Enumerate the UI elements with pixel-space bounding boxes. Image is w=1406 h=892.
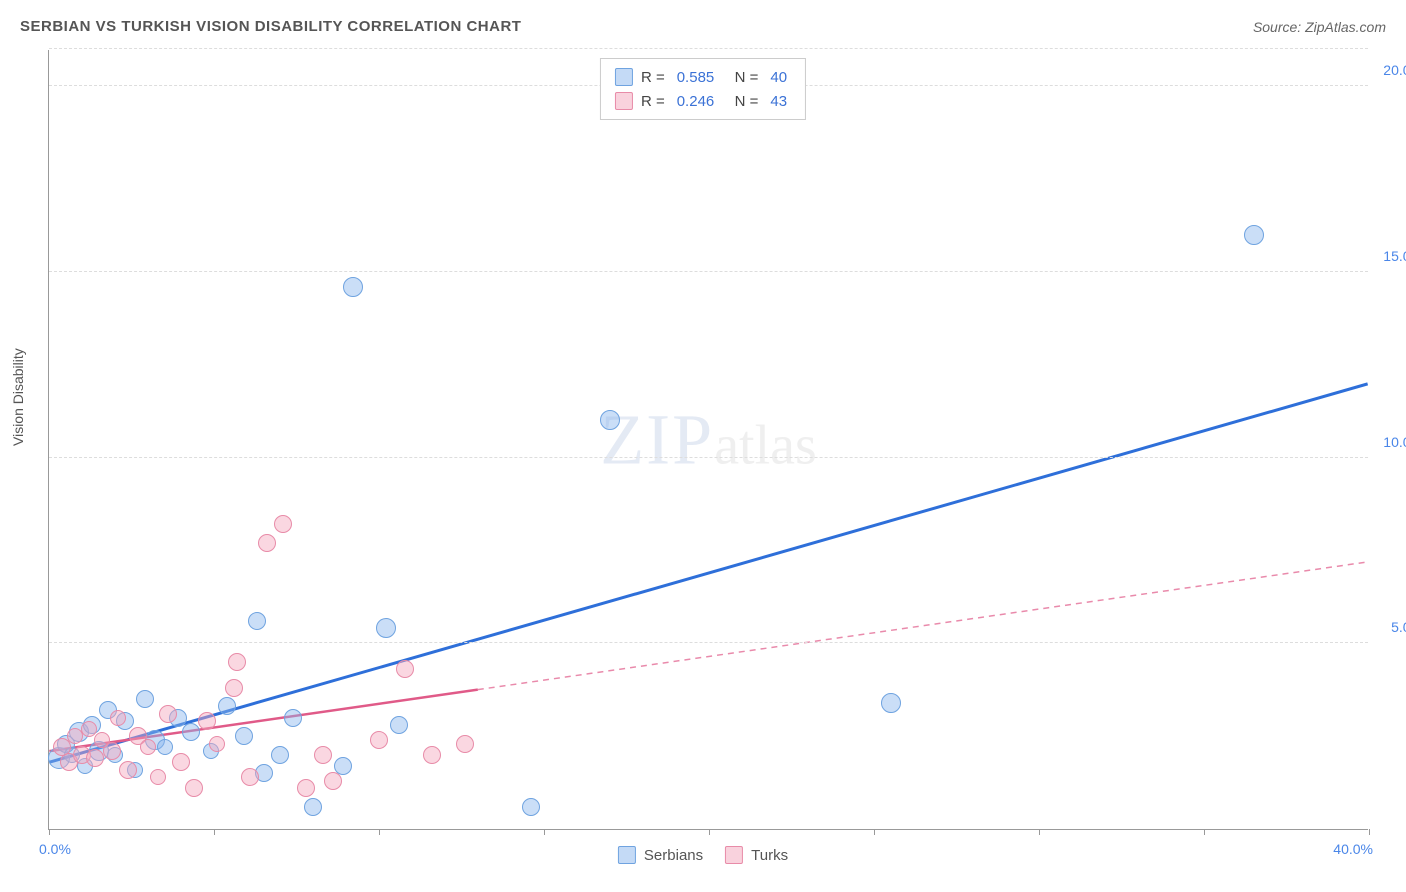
gridline-h <box>49 457 1368 458</box>
gridline-h <box>49 48 1368 49</box>
data-point <box>376 618 396 638</box>
data-point <box>396 660 414 678</box>
chart-title: SERBIAN VS TURKISH VISION DISABILITY COR… <box>20 18 521 35</box>
data-point <box>182 723 200 741</box>
x-tick <box>874 829 875 835</box>
data-point <box>370 731 388 749</box>
data-point <box>600 410 620 430</box>
trend-lines <box>49 50 1368 829</box>
x-tick <box>544 829 545 835</box>
legend-item: Serbians <box>618 846 703 864</box>
x-tick <box>1039 829 1040 835</box>
data-point <box>159 705 177 723</box>
y-tick-label: 10.0% <box>1383 434 1406 450</box>
data-point <box>86 749 104 767</box>
data-point <box>119 761 137 779</box>
x-tick <box>49 829 50 835</box>
data-point <box>172 753 190 771</box>
legend-label: Serbians <box>644 847 703 864</box>
x-tick <box>1369 829 1370 835</box>
y-tick-label: 5.0% <box>1391 619 1406 635</box>
legend-r-label: R = <box>641 93 665 110</box>
x-axis-max-label: 40.0% <box>1333 841 1373 857</box>
y-axis-title: Vision Disability <box>10 348 26 446</box>
data-point <box>209 736 225 752</box>
data-point <box>248 612 266 630</box>
data-point <box>218 697 236 715</box>
data-point <box>324 772 342 790</box>
data-point <box>522 798 540 816</box>
legend-item: Turks <box>725 846 788 864</box>
data-point <box>198 712 216 730</box>
legend-swatch <box>618 846 636 864</box>
data-point <box>157 739 173 755</box>
x-tick <box>379 829 380 835</box>
legend-n-label: N = <box>726 93 758 110</box>
legend-n-value: 40 <box>770 69 787 86</box>
data-point <box>228 653 246 671</box>
data-point <box>314 746 332 764</box>
legend-label: Turks <box>751 847 788 864</box>
data-point <box>423 746 441 764</box>
gridline-h <box>49 271 1368 272</box>
data-point <box>136 690 154 708</box>
correlation-legend: R = 0.585 N = 40 R = 0.246 N = 43 <box>600 58 806 120</box>
y-tick-label: 20.0% <box>1383 62 1406 78</box>
data-point <box>241 768 259 786</box>
watermark-atlas: atlas <box>714 414 817 476</box>
legend-r-label: R = <box>641 69 665 86</box>
data-point <box>297 779 315 797</box>
data-point <box>274 515 292 533</box>
data-point <box>271 746 289 764</box>
watermark-zip: ZIP <box>600 399 714 479</box>
data-point <box>390 716 408 734</box>
legend-r-value: 0.246 <box>677 93 715 110</box>
data-point <box>304 798 322 816</box>
data-point <box>150 769 166 785</box>
data-point <box>343 277 363 297</box>
legend-swatch <box>615 68 633 86</box>
legend-swatch <box>725 846 743 864</box>
watermark: ZIPatlas <box>600 398 817 481</box>
legend-n-label: N = <box>726 69 758 86</box>
series-legend: Serbians Turks <box>618 846 788 864</box>
x-axis-min-label: 0.0% <box>39 841 71 857</box>
data-point <box>81 721 97 737</box>
legend-row: R = 0.246 N = 43 <box>615 89 791 113</box>
legend-swatch <box>615 92 633 110</box>
data-point <box>284 709 302 727</box>
plot-area: ZIPatlas 0.0% 40.0% 5.0%10.0%15.0%20.0% <box>48 50 1368 830</box>
chart-header: SERBIAN VS TURKISH VISION DISABILITY COR… <box>20 18 1386 35</box>
legend-r-value: 0.585 <box>677 69 715 86</box>
data-point <box>1244 225 1264 245</box>
legend-n-value: 43 <box>770 93 787 110</box>
data-point <box>225 679 243 697</box>
legend-row: R = 0.585 N = 40 <box>615 65 791 89</box>
x-tick <box>709 829 710 835</box>
data-point <box>185 779 203 797</box>
gridline-h <box>49 642 1368 643</box>
data-point <box>235 727 253 745</box>
y-tick-label: 15.0% <box>1383 248 1406 264</box>
data-point <box>456 735 474 753</box>
x-tick <box>1204 829 1205 835</box>
data-point <box>110 710 126 726</box>
chart-source: Source: ZipAtlas.com <box>1253 19 1386 35</box>
x-tick <box>214 829 215 835</box>
data-point <box>140 739 156 755</box>
data-point <box>258 534 276 552</box>
data-point <box>103 742 121 760</box>
data-point <box>881 693 901 713</box>
